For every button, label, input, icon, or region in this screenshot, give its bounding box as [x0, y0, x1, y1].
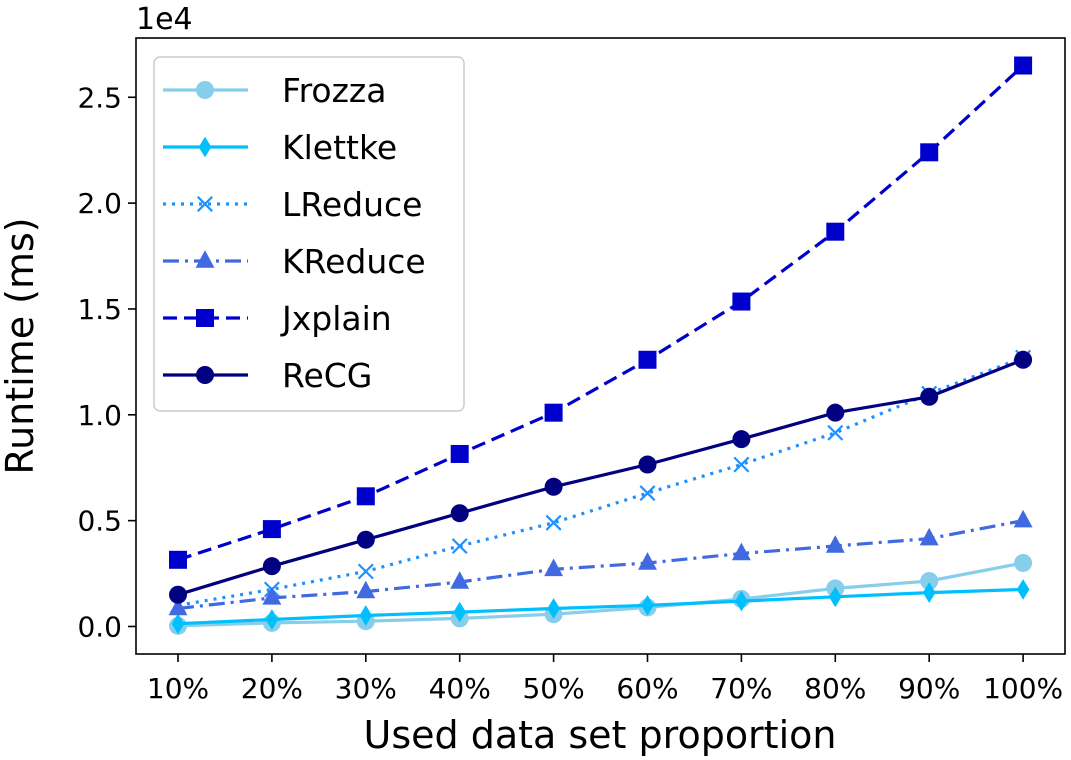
point-jxplain-7	[732, 292, 751, 311]
legend-label-recg: ReCG	[282, 356, 372, 395]
point-kreduce-7	[731, 542, 751, 561]
point-lreduce-5	[545, 514, 562, 531]
point-klettke-7	[735, 590, 748, 612]
x-tick-label-3: 30%	[335, 672, 397, 705]
point-jxplain-2	[262, 520, 281, 539]
point-kreduce-5	[544, 558, 564, 577]
point-frozza-9	[920, 571, 939, 590]
point-kreduce-9	[919, 527, 939, 546]
point-klettke-5	[547, 598, 560, 619]
legend-marker-frozza	[196, 81, 214, 99]
point-klettke-9	[922, 582, 936, 603]
y-tick-label-1: 0.0	[77, 610, 122, 643]
point-klettke-3	[359, 605, 373, 626]
point-klettke-2	[265, 609, 279, 630]
point-frozza-10	[1014, 553, 1033, 572]
point-kreduce-10	[1013, 509, 1033, 528]
point-recg-7	[732, 430, 751, 449]
series-line-jxplain	[177, 64, 1025, 562]
point-klettke-10	[1016, 579, 1030, 600]
x-tick-label-1: 10%	[147, 672, 209, 705]
point-kreduce-6	[638, 552, 657, 570]
point-kreduce-3	[356, 580, 376, 599]
point-jxplain-6	[638, 350, 657, 369]
x-tick-label-10: 100%	[983, 672, 1063, 705]
x-tick-label-9: 90%	[898, 672, 960, 705]
point-klettke-4	[453, 601, 466, 623]
x-tick-label-5: 50%	[522, 672, 584, 705]
point-klettke-6	[641, 594, 654, 616]
x-axis-title: Used data set proportion	[364, 713, 837, 757]
legend-marker-lreduce	[197, 196, 213, 212]
series-line-recg	[177, 358, 1024, 597]
point-jxplain-9	[920, 143, 939, 162]
point-jxplain-3	[356, 487, 375, 506]
point-lreduce-7	[733, 456, 750, 473]
plot-frame	[135, 37, 1066, 655]
point-lreduce-4	[451, 538, 468, 555]
point-recg-2	[262, 557, 281, 576]
legend-label-klettke: Klettke	[282, 128, 397, 167]
point-jxplain-5	[544, 403, 563, 422]
x-tick-label-8: 80%	[804, 672, 866, 705]
series-recg	[169, 350, 1033, 604]
series-kreduce	[168, 509, 1033, 616]
series-layer	[168, 56, 1033, 635]
legend-marker-jxplain	[196, 309, 214, 327]
y-offset-label: 1e4	[136, 2, 193, 37]
y-tick-label-3: 1.0	[77, 399, 122, 432]
y-axis-title: Runtime (ms)	[0, 217, 42, 474]
legend-marker-kreduce	[195, 250, 215, 268]
y-tick-label-4: 1.5	[77, 293, 122, 326]
legend-marker-klettke	[198, 136, 212, 158]
y-tick-label-6: 2.5	[77, 81, 122, 114]
x-tick-label-4: 40%	[429, 672, 491, 705]
y-axis: 0.0 0.5 1.0 1.5 2.0 2.5	[77, 81, 136, 643]
legend-marker-recg	[196, 366, 214, 384]
legend-label-frozza: Frozza	[282, 71, 386, 110]
point-jxplain-8	[826, 222, 845, 241]
point-klettke-1	[171, 613, 185, 635]
point-lreduce-3	[357, 563, 374, 580]
legend: Frozza Klettke LReduce KReduce Jxplain ReCG	[153, 56, 465, 412]
point-recg-6	[638, 455, 657, 474]
point-jxplain-4	[450, 444, 469, 463]
point-lreduce-6	[639, 485, 656, 502]
point-recg-5	[544, 477, 563, 496]
point-recg-1	[169, 585, 187, 604]
legend-label-kreduce: KReduce	[282, 242, 426, 281]
x-tick-label-2: 20%	[241, 672, 303, 705]
point-jxplain-10	[1014, 56, 1033, 75]
point-recg-9	[920, 387, 939, 406]
point-kreduce-2	[262, 587, 282, 605]
point-kreduce-8	[825, 535, 845, 553]
legend-label-jxplain: Jxplain	[280, 299, 392, 338]
point-jxplain-1	[169, 550, 187, 569]
point-lreduce-8	[827, 424, 844, 441]
y-tick-label-5: 2.0	[77, 187, 122, 220]
point-klettke-8	[829, 586, 842, 608]
point-kreduce-4	[450, 571, 470, 589]
legend-label-lreduce: LReduce	[282, 185, 422, 224]
series-klettke	[171, 579, 1030, 635]
series-line-klettke	[177, 587, 1024, 626]
series-line-frozza	[177, 561, 1024, 628]
point-kreduce-1	[168, 597, 188, 616]
point-recg-8	[826, 403, 845, 422]
x-tick-label-7: 70%	[710, 672, 772, 705]
series-line-lreduce	[177, 356, 1024, 607]
point-recg-4	[450, 504, 469, 523]
x-axis: 10% 20% 30% 40% 50% 60% 70% 80% 90% 100%	[147, 654, 1063, 705]
x-tick-label-6: 60%	[616, 672, 678, 705]
y-tick-label-2: 0.5	[77, 505, 122, 538]
point-recg-10	[1014, 350, 1033, 369]
series-jxplain	[169, 56, 1033, 569]
point-recg-3	[356, 530, 375, 549]
